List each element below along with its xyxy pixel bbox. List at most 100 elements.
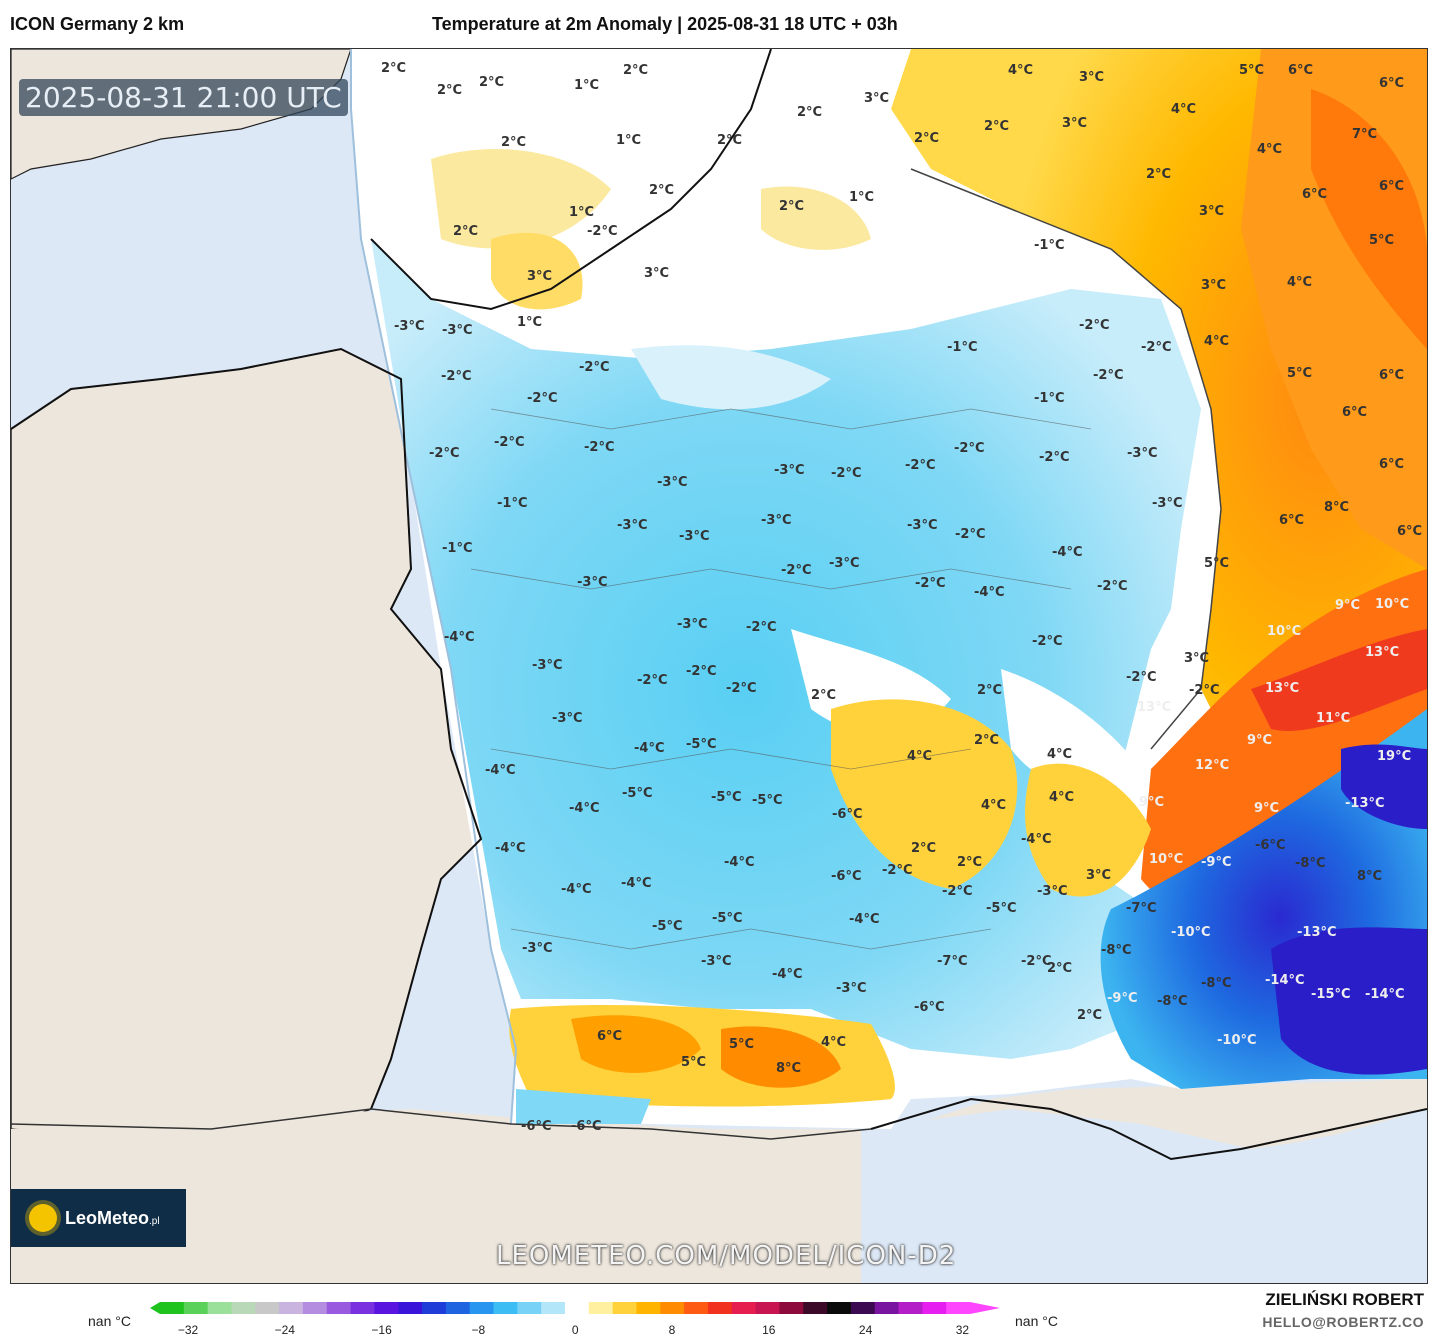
watermark-url: LEOMETEO.COM/MODEL/ICON-D2	[496, 1241, 957, 1271]
temperature-label: 5°C	[729, 1037, 755, 1052]
colorbar-cell	[302, 1302, 328, 1314]
temperature-label: -3°C	[761, 513, 792, 528]
temperature-label: 8°C	[776, 1061, 802, 1076]
warm-patch-coast	[491, 232, 583, 310]
temperature-label: -3°C	[907, 518, 938, 533]
region-borders	[470, 408, 1092, 950]
temperature-label: -7°C	[937, 954, 968, 969]
temperature-label: 2°C	[779, 199, 805, 214]
temperature-label: 3°C	[527, 269, 553, 284]
temperature-label: 3°C	[1184, 651, 1210, 666]
coastline-west	[11, 347, 483, 1110]
temperature-label: -2°C	[955, 527, 986, 542]
temperature-label: 6°C	[1279, 513, 1305, 528]
colorbar-cell	[493, 1302, 518, 1314]
colorbar-cell	[445, 1302, 471, 1314]
temperature-label: 7°C	[1352, 127, 1378, 142]
temperature-label: -1°C	[497, 496, 528, 511]
temperature-label: 6°C	[1379, 368, 1405, 383]
temperature-label: 13°C	[1137, 700, 1172, 715]
temperature-label: 2°C	[957, 855, 983, 870]
temperature-label: 1°C	[517, 315, 543, 330]
temperature-label: 6°C	[1288, 63, 1314, 78]
temperature-label: 4°C	[1008, 63, 1034, 78]
temperature-label: -2°C	[1021, 954, 1052, 969]
temperature-label: 2°C	[501, 135, 527, 150]
temperature-label: -1°C	[947, 340, 978, 355]
temperature-label: -3°C	[679, 529, 710, 544]
temperature-label: 6°C	[597, 1029, 623, 1044]
temperature-label: 1°C	[616, 133, 642, 148]
temperature-label: 2°C	[811, 688, 837, 703]
temperature-label: -9°C	[1107, 991, 1138, 1006]
domain-edge	[350, 49, 518, 1125]
temperature-label: -1°C	[1034, 391, 1065, 406]
light-patch	[631, 345, 831, 410]
temperature-label: -2°C	[637, 673, 668, 688]
temperature-label: 10°C	[1375, 597, 1410, 612]
temperature-label: 5°C	[1204, 556, 1230, 571]
temperature-label: -6°C	[521, 1119, 552, 1134]
temperature-label: 6°C	[1342, 405, 1368, 420]
map-canvas	[11, 49, 1427, 1283]
colorbar-cell	[803, 1302, 828, 1314]
model-name: ICON Germany 2 km	[10, 14, 185, 34]
temperature-label: -4°C	[621, 876, 652, 891]
temperature-label: -3°C	[1152, 496, 1183, 511]
temperature-label: -5°C	[711, 790, 742, 805]
valid-time: 2025-08-31 21:00 UTC	[19, 79, 348, 116]
map-title: Temperature at 2m Anomaly | 2025-08-31 1…	[432, 14, 898, 34]
temperature-label: -3°C	[617, 518, 648, 533]
temperature-label: 2°C	[977, 683, 1003, 698]
temperature-label: -2°C	[686, 664, 717, 679]
colorbar-tick-label: 32	[955, 1323, 970, 1337]
temperature-label: -2°C	[527, 391, 558, 406]
colorbar-tick-label: −8	[471, 1323, 486, 1337]
temperature-label: -3°C	[701, 954, 732, 969]
temperature-label: 19°C	[1377, 749, 1412, 764]
temperature-label: 4°C	[907, 749, 933, 764]
colorbar-cell	[469, 1302, 495, 1314]
temperature-label: 13°C	[1265, 681, 1300, 696]
temperature-label: 4°C	[1049, 790, 1075, 805]
border-east	[910, 168, 1222, 750]
colorbar-cell	[374, 1302, 399, 1314]
colorbar-nan-left: nan °C	[88, 1313, 131, 1329]
temperature-label: -2°C	[1079, 318, 1110, 333]
temperature-label: -7°C	[1126, 901, 1157, 916]
temperature-label: 3°C	[1062, 116, 1088, 131]
coastline-south	[870, 1097, 1427, 1161]
temperature-label: -14°C	[1265, 973, 1305, 988]
temperature-label: -3°C	[774, 463, 805, 478]
temperature-label: 4°C	[1171, 102, 1197, 117]
colorbar-cell	[755, 1302, 780, 1314]
temperature-label: 1°C	[569, 205, 595, 220]
colorbar-cell	[231, 1302, 256, 1314]
temperature-label: -2°C	[1189, 683, 1220, 698]
temperature-label: -4°C	[724, 855, 755, 870]
leometeo-logo: LeoMeteo.pl	[11, 1189, 186, 1247]
temperature-label: 4°C	[1047, 747, 1073, 762]
temperature-label: -2°C	[579, 360, 610, 375]
temperature-label: -13°C	[1297, 925, 1337, 940]
temperature-label: -3°C	[394, 319, 425, 334]
temperature-label: -6°C	[831, 869, 862, 884]
temperature-label: -1°C	[1034, 238, 1065, 253]
temperature-label: -5°C	[752, 793, 783, 808]
colorbar-cell	[684, 1302, 709, 1314]
pyrenees-cold	[516, 1089, 651, 1124]
colorbar-tick-label: −24	[274, 1323, 295, 1337]
colorbar-cell	[326, 1302, 352, 1314]
temperature-label: 2°C	[717, 133, 743, 148]
temperature-label: -6°C	[1255, 838, 1286, 853]
temperature-label: 10°C	[1149, 852, 1184, 867]
temperature-label: -4°C	[849, 912, 880, 927]
colorbar-cell	[707, 1302, 733, 1314]
temperature-label: -14°C	[1365, 987, 1405, 1002]
colorbar-cell	[850, 1302, 876, 1314]
temperature-label: -3°C	[829, 556, 860, 571]
temperature-label: 2°C	[1077, 1008, 1103, 1023]
colorbar-cell	[731, 1302, 757, 1314]
temperature-label: -4°C	[974, 585, 1005, 600]
temperature-label: 10°C	[1267, 624, 1302, 639]
